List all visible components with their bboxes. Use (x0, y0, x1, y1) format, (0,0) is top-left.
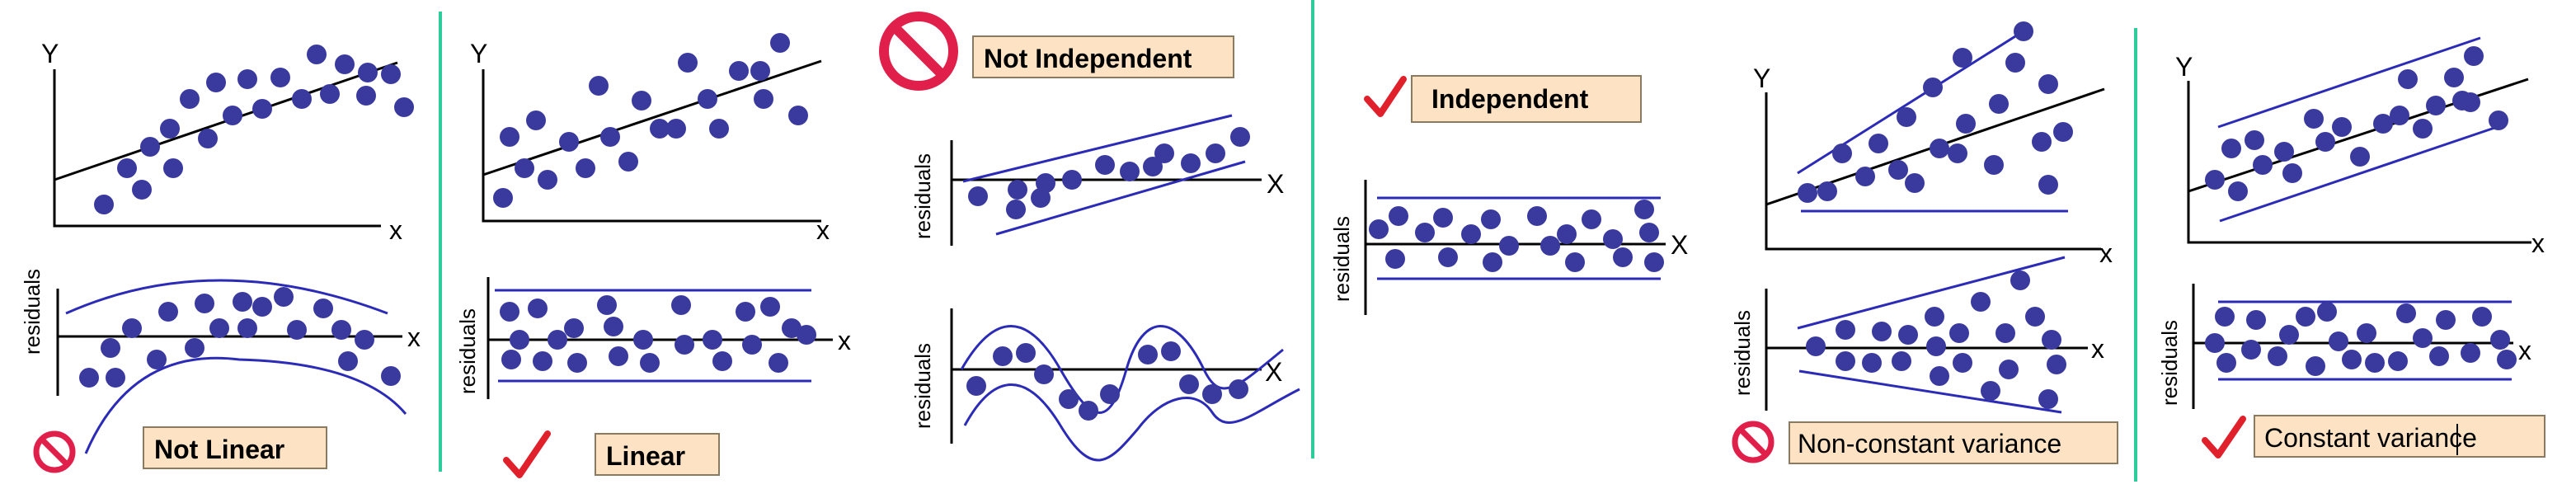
scatter-points (1798, 21, 2073, 203)
residuals-label: residuals (455, 308, 480, 394)
residual-points (1369, 200, 1664, 272)
panel-caption: Constant variance (2264, 423, 2477, 453)
y-axis (482, 69, 821, 223)
residual-points (1806, 270, 2066, 409)
checkmark-icon (2202, 416, 2246, 458)
residual-plot: residuals X (1329, 180, 1688, 315)
residual-plot-wave: residuals X (910, 308, 1300, 462)
residual-plot: residuals x (1730, 256, 2104, 414)
x-axis-label: x (407, 322, 421, 352)
panel-independent: Independent residuals X (1329, 75, 1688, 315)
residuals-label: residuals (910, 153, 935, 239)
y-axis (53, 69, 381, 228)
panel-caption: Non-constant variance (1798, 429, 2061, 458)
band-lower (1798, 369, 2062, 414)
residual-points (79, 287, 401, 388)
scatter-plot: Y x (470, 33, 830, 245)
panel-caption: Linear (606, 441, 685, 471)
x-axis-label: x (2099, 238, 2113, 268)
x-axis-label: X (1265, 357, 1282, 387)
checkmark-icon (1364, 76, 1407, 117)
residual-points (966, 341, 1248, 421)
caption-box (1789, 421, 2118, 464)
y-axis-label: Y (470, 39, 487, 68)
scatter-plot: Y x (1753, 21, 2113, 268)
y-axis-label: Y (41, 39, 59, 68)
caption-box (972, 35, 1234, 78)
panel-caption: Not Linear (154, 435, 284, 464)
no-entry-icon (1732, 421, 1775, 463)
caption-box (1411, 75, 1642, 123)
residual-points (500, 295, 816, 373)
band-lower (995, 160, 1246, 236)
panel-not-independent: Not Independent residuals X residuals X (879, 12, 1300, 462)
no-entry-icon (33, 430, 76, 473)
curve-band-lower (84, 356, 407, 454)
y-axis-label: Y (2175, 52, 2193, 82)
band-upper (962, 114, 1233, 183)
checkmark-icon (503, 430, 551, 478)
no-entry-icon (879, 12, 958, 91)
caption-box (595, 433, 720, 476)
residuals-label: residuals (20, 269, 45, 355)
y-axis (2187, 81, 2531, 244)
axes (950, 140, 1262, 246)
scatter-points (493, 33, 808, 208)
residual-plot: residuals x (2157, 284, 2531, 409)
x-axis-label: X (1671, 230, 1688, 260)
x-axis-label: X (1267, 169, 1284, 199)
caption-box (2254, 415, 2545, 458)
panel-caption: Independent (1431, 84, 1589, 114)
panel-non-constant-variance: Y x residuals x (1730, 21, 2118, 464)
caption-box (143, 426, 327, 469)
residual-plot: residuals x (20, 269, 421, 454)
residual-points (2205, 302, 2517, 376)
residuals-label: residuals (910, 343, 935, 429)
fit-line (482, 59, 822, 176)
scatter-plot: Y x (2175, 36, 2545, 258)
scatter-points (2205, 46, 2508, 201)
band-lower (2219, 122, 2508, 223)
panel-constant-variance: Y x residuals x (2157, 36, 2545, 458)
x-axis-label: x (816, 215, 830, 245)
y-axis (1765, 92, 2101, 251)
axes (487, 277, 833, 399)
y-axis-label: Y (1753, 63, 1770, 93)
axes (950, 308, 1262, 444)
x-axis-label: x (2518, 336, 2531, 365)
panel-not-linear: Y x residuals x (20, 39, 421, 473)
scatter-points (94, 45, 414, 214)
residual-plot-trend: residuals X (910, 114, 1284, 246)
band-upper (1797, 256, 2066, 330)
residuals-label: residuals (2157, 320, 2182, 406)
residuals-label: residuals (1329, 216, 1354, 302)
residuals-label: residuals (1730, 310, 1755, 396)
band-upper (2217, 36, 2481, 129)
x-axis-label: x (838, 326, 851, 355)
x-axis-label: x (389, 215, 402, 245)
x-axis-label: x (2091, 334, 2104, 364)
residual-points (968, 127, 1250, 219)
wave-band-lower (963, 383, 1300, 462)
panel-caption: Not Independent (984, 44, 1192, 73)
scatter-plot: Y x (41, 39, 414, 245)
residual-plot: residuals x (455, 277, 851, 399)
curve-band-upper (65, 279, 388, 315)
panel-linear: Y x residuals x (455, 33, 851, 478)
x-axis-label: x (2531, 228, 2545, 258)
